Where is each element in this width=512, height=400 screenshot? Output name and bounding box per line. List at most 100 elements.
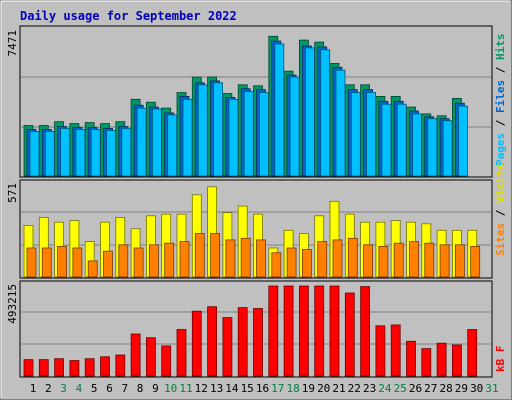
day-label-25: 25: [394, 382, 407, 395]
day-labels: 1 2 3 4 5 6 7 8 9 10 11 12 13 14 15 16 17 18 19 20 21 22 23 24 2…: [30, 382, 499, 395]
kbytes-bar-kb-f-day-2: [38, 359, 49, 377]
kbytes-bar-kb-f-day-24: [375, 325, 386, 377]
kbytes-bar-kb-f-day-20: [314, 285, 325, 377]
day-label-27: 27: [424, 382, 437, 395]
day-label-29: 29: [455, 382, 468, 395]
kbytes-bar-kb-f-day-22: [344, 292, 355, 377]
day-label-20: 20: [317, 382, 330, 395]
hits-bar-pages-day-27: [427, 118, 438, 177]
day-label-23: 23: [363, 382, 376, 395]
kbytes-bar-kb-f-day-28: [436, 342, 447, 377]
visits-bar-sites-day-19: [301, 249, 312, 278]
hits-bar-pages-day-5: [90, 128, 101, 177]
kbytes-bar-kb-f-day-27: [421, 348, 432, 377]
hits-bar-pages-day-24: [381, 103, 392, 177]
hits-bar-pages-day-12: [197, 84, 208, 177]
day-label-15: 15: [241, 382, 254, 395]
visits-legend: Sites / Visits: [494, 163, 507, 256]
hits-bar-pages-day-3: [60, 127, 70, 177]
hits-bar-pages-day-29: [457, 105, 468, 177]
day-label-13: 13: [210, 382, 223, 395]
day-label-12: 12: [195, 382, 208, 395]
kbytes-bar-kb-f-day-1: [23, 359, 34, 377]
day-label-3: 3: [60, 382, 67, 395]
visits-bar-sites-day-12: [194, 233, 205, 278]
legend-visits: Visits: [494, 163, 507, 203]
day-label-31: 31: [485, 382, 498, 395]
kbytes-max-label: 493215: [6, 284, 19, 324]
visits-bar-sites-day-18: [286, 247, 297, 278]
kbytes-bar-kb-f-day-8: [130, 333, 141, 377]
day-label-6: 6: [106, 382, 113, 395]
day-label-24: 24: [378, 382, 392, 395]
visits-bar-sites-day-11: [179, 241, 190, 278]
legend-pages: Pages: [494, 133, 507, 166]
visits-bar-sites-day-13: [210, 233, 221, 278]
kbytes-bar-kb-f-day-7: [115, 354, 126, 377]
kbytes-bar-kb-f-day-26: [406, 340, 416, 377]
visits-bar-sites-day-5: [87, 260, 98, 278]
hits-bar-pages-day-18: [289, 76, 300, 177]
kbytes-bar-kb-f-day-23: [360, 286, 371, 377]
kbytes-bar-kb-f-day-10: [161, 345, 172, 377]
hits-bar-pages-day-26: [412, 113, 422, 177]
hits-bar-pages-day-1: [29, 130, 40, 177]
day-label-30: 30: [470, 382, 483, 395]
hits-bar-pages-day-2: [44, 130, 55, 177]
hits-bar-pages-day-25: [396, 103, 407, 177]
kbytes-bar-kb-f-day-15: [237, 307, 248, 377]
hits-bar-pages-day-13: [213, 82, 224, 177]
hits-bar-pages-day-28: [442, 120, 453, 177]
visits-max-label: 571: [6, 183, 19, 203]
day-label-26: 26: [409, 382, 422, 395]
kbytes-bar-kb-f-day-18: [283, 285, 294, 377]
kbytes-bar-kb-f-day-19: [298, 285, 309, 377]
visits-bar-sites-day-21: [332, 239, 343, 278]
visits-bar-sites-day-25: [393, 242, 404, 278]
visits-bar-sites-day-3: [57, 245, 67, 278]
day-label-11: 11: [179, 382, 192, 395]
visits-bar-sites-day-15: [240, 237, 251, 278]
kbytes-bar-kb-f-day-4: [69, 360, 80, 377]
visits-bar-sites-day-23: [363, 244, 374, 278]
day-label-4: 4: [76, 382, 83, 395]
day-label-17: 17: [271, 382, 284, 395]
hits-bar-pages-day-22: [350, 92, 361, 177]
day-label-22: 22: [348, 382, 361, 395]
day-label-2: 2: [45, 382, 52, 395]
visits-bar-sites-day-20: [317, 241, 328, 278]
kbytes-bar-kb-f-day-16: [253, 308, 263, 377]
visits-bar-sites-day-29: [454, 244, 465, 278]
visits-bar-sites-day-6: [103, 250, 113, 278]
legend-sep-2: /: [494, 60, 507, 80]
visits-bar-sites-day-16: [256, 239, 266, 278]
hits-bar-pages-day-6: [106, 129, 116, 177]
visits-bar-sites-day-1: [26, 247, 37, 278]
hits-bar-pages-day-7: [121, 127, 132, 177]
kbytes-bar-kb-f-day-25: [390, 324, 401, 377]
hits-bar-pages-day-23: [366, 92, 377, 177]
hits-bar-pages-day-21: [335, 69, 346, 177]
legend-files: Files: [494, 80, 507, 113]
hits-max-label: 7471: [6, 30, 19, 57]
hits-bar-pages-day-14: [228, 98, 239, 177]
hits-bar-pages-day-8: [136, 107, 147, 177]
hits-bar-pages-day-15: [243, 91, 254, 177]
legend-sep-1: /: [494, 113, 507, 133]
kbytes-bar-kb-f-day-9: [145, 337, 156, 377]
kbytes-bar-kb-f-day-11: [176, 329, 187, 377]
kbytes-bar-kb-f-day-17: [268, 285, 279, 377]
kbytes-bar-kb-f-day-21: [329, 285, 340, 377]
day-label-8: 8: [137, 382, 144, 395]
hits-bar-pages-day-17: [274, 43, 285, 177]
visits-bar-sites-day-10: [164, 242, 175, 278]
visits-bar-sites-day-8: [133, 247, 144, 278]
day-label-28: 28: [439, 382, 452, 395]
legend-sites: Sites: [494, 223, 507, 256]
day-label-21: 21: [332, 382, 345, 395]
kbytes-legend: kB F: [494, 346, 507, 373]
visits-bar-sites-day-2: [41, 247, 52, 278]
hits-bar-pages-day-10: [167, 114, 178, 177]
hits-bar-pages-day-19: [304, 47, 315, 177]
